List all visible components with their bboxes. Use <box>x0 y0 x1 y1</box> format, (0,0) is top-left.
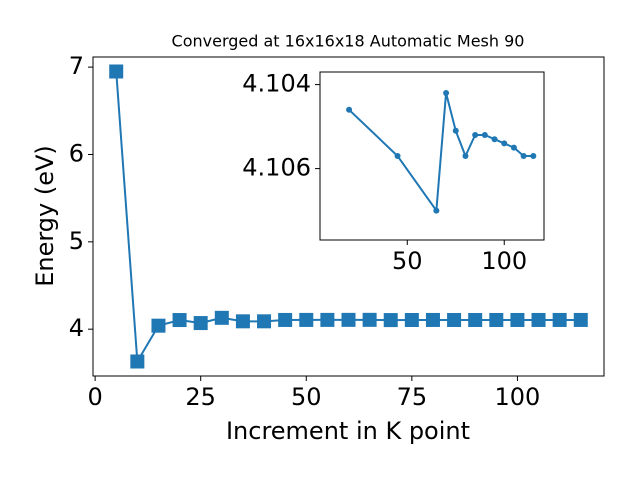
data-point <box>394 153 401 159</box>
x-tick-label: 0 <box>87 383 102 411</box>
data-point <box>552 312 567 327</box>
y-axis-label: Energy (eV) <box>31 145 59 287</box>
data-point <box>472 132 479 138</box>
data-point <box>520 153 527 159</box>
data-point <box>278 312 293 327</box>
data-point <box>299 312 314 327</box>
y-tick-label: 7 <box>69 52 84 80</box>
data-point <box>172 313 187 328</box>
y-tick-label: 5 <box>69 227 84 255</box>
plot-area <box>346 90 537 214</box>
data-point <box>447 312 462 327</box>
data-point <box>193 316 208 331</box>
x-tick-label: 50 <box>291 383 322 411</box>
data-point <box>404 313 419 328</box>
data-point <box>443 90 450 96</box>
data-point <box>109 64 124 79</box>
data-point <box>257 314 272 329</box>
data-point <box>481 132 488 138</box>
axes-frame <box>319 71 545 241</box>
data-point <box>362 312 377 327</box>
x-tick-label: 100 <box>495 383 541 411</box>
x-axis-label: Increment in K point <box>226 417 470 445</box>
y-tick-label: 4.104 <box>242 70 311 98</box>
data-point <box>235 314 250 329</box>
x-tick-label: 100 <box>481 247 527 275</box>
data-point <box>491 136 498 143</box>
data-point <box>573 312 588 327</box>
y-tick-label: 4 <box>69 314 84 342</box>
data-point <box>214 310 229 325</box>
x-tick-label: 50 <box>392 247 423 275</box>
data-point <box>130 354 145 369</box>
y-tick-label: 6 <box>69 139 84 167</box>
data-point <box>462 153 469 159</box>
chart-title: Converged at 16x16x18 Automatic Mesh 90 <box>172 32 525 51</box>
y-tick-label: 4.106 <box>242 154 311 182</box>
data-point <box>489 312 504 327</box>
data-point <box>151 318 166 333</box>
data-point <box>510 312 525 327</box>
data-point <box>530 153 537 159</box>
x-tick-label: 75 <box>397 383 428 411</box>
data-point <box>320 312 335 327</box>
data-point <box>501 140 508 147</box>
data-point <box>531 312 546 327</box>
data-point <box>510 144 517 151</box>
plot-area <box>109 64 588 369</box>
data-point <box>452 127 459 134</box>
data-point <box>468 312 483 327</box>
data-point <box>425 312 440 327</box>
data-point <box>346 106 353 113</box>
data-point <box>383 313 398 328</box>
x-tick-label: 25 <box>185 383 216 411</box>
data-point <box>433 207 440 214</box>
data-point <box>341 312 356 327</box>
